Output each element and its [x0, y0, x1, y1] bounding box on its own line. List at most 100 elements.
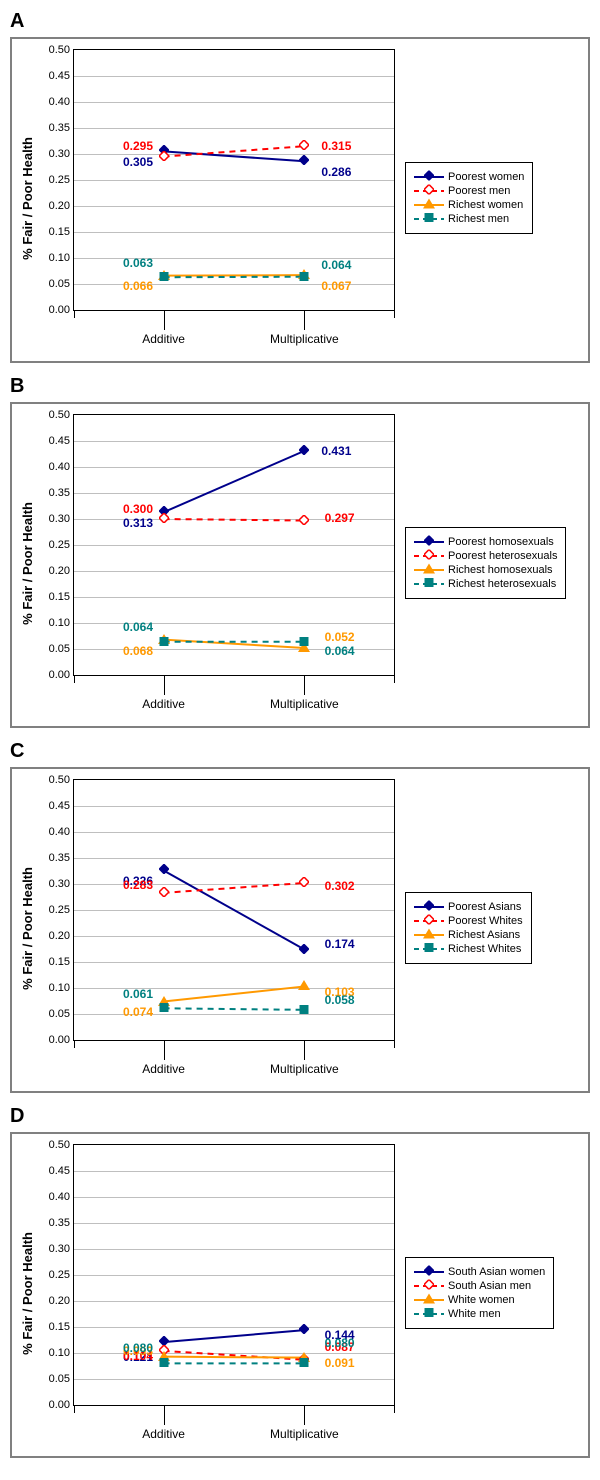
- value-label: 0.315: [321, 139, 351, 153]
- series-line: [164, 451, 305, 512]
- y-tick-label: 0.10: [49, 1347, 74, 1359]
- legend-label: Richest Asians: [448, 929, 520, 941]
- legend-item: Richest women: [414, 199, 524, 211]
- value-label: 0.068: [123, 644, 153, 658]
- legend-item: Poorest women: [414, 171, 524, 183]
- x-tick-label: Multiplicative: [270, 310, 339, 346]
- legend-item: Richest Asians: [414, 929, 523, 941]
- chart-area: 0.000.050.100.150.200.250.300.350.400.45…: [73, 779, 395, 1041]
- legend-item: South Asian women: [414, 1266, 545, 1278]
- y-tick-label: 0.00: [49, 669, 74, 681]
- legend-item: Richest Whites: [414, 943, 523, 955]
- legend-label: South Asian women: [448, 1266, 545, 1278]
- panel-frame: % Fair / Poor Health 0.000.050.100.150.20…: [10, 402, 590, 728]
- y-tick-label: 0.20: [49, 1295, 74, 1307]
- legend-item: Richest heterosexuals: [414, 578, 557, 590]
- panel-A: A % Fair / Poor Health0.000.050.100.150.2…: [10, 10, 590, 363]
- value-label: 0.313: [123, 516, 153, 530]
- x-tick-label: Additive: [142, 1405, 185, 1441]
- series-line: [164, 1357, 305, 1358]
- value-label: 0.064: [325, 644, 355, 658]
- y-tick-label: 0.35: [49, 1217, 74, 1229]
- legend: Poorest homosexuals Poorest heterosexual…: [405, 527, 566, 599]
- series-line: [164, 870, 305, 949]
- legend-item: Richest men: [414, 213, 524, 225]
- y-tick-label: 0.35: [49, 487, 74, 499]
- x-tick-label: Additive: [142, 1040, 185, 1076]
- legend-item: Poorest men: [414, 185, 524, 197]
- panel-label: D: [10, 1105, 590, 1128]
- x-tick-minor: [394, 310, 395, 318]
- legend-label: Richest homosexuals: [448, 564, 553, 576]
- x-tick-label: Multiplicative: [270, 675, 339, 711]
- y-tick-label: 0.10: [49, 982, 74, 994]
- panel-label: A: [10, 10, 590, 33]
- panel-frame: % Fair / Poor Health0.000.050.100.150.20…: [10, 37, 590, 363]
- value-label: 0.431: [321, 444, 351, 458]
- y-tick-label: 0.45: [49, 1165, 74, 1177]
- legend: South Asian women South Asian men White …: [405, 1257, 554, 1329]
- y-axis-title: % Fair / Poor Health: [20, 502, 35, 625]
- y-tick-label: 0.00: [49, 1399, 74, 1411]
- x-tick-label: Additive: [142, 310, 185, 346]
- value-label: 0.080: [123, 1341, 153, 1355]
- legend-label: South Asian men: [448, 1280, 531, 1292]
- y-tick-label: 0.25: [49, 904, 74, 916]
- legend: Poorest women Poorest men Richest women …: [405, 162, 533, 234]
- panel-B: B% Fair / Poor Health0.000.050.100.150.2…: [10, 375, 590, 728]
- value-label: 0.305: [123, 155, 153, 169]
- y-tick-label: 0.45: [49, 435, 74, 447]
- y-tick-label: 0.25: [49, 539, 74, 551]
- y-tick-label: 0.30: [49, 513, 74, 525]
- y-tick-label: 0.45: [49, 70, 74, 82]
- panel-D: D % Fair / Poor Health0.000.050.100.150.2…: [10, 1105, 590, 1458]
- value-label: 0.066: [123, 279, 153, 293]
- y-tick-label: 0.05: [49, 1008, 74, 1020]
- y-tick-label: 0.50: [49, 44, 74, 56]
- y-tick-label: 0.40: [49, 826, 74, 838]
- legend-label: White men: [448, 1308, 501, 1320]
- chart-area: 0.000.050.100.150.200.250.300.350.400.45…: [73, 414, 395, 676]
- y-tick-label: 0.40: [49, 96, 74, 108]
- y-tick-label: 0.15: [49, 956, 74, 968]
- value-label: 0.174: [325, 937, 355, 951]
- y-tick-label: 0.10: [49, 252, 74, 264]
- value-label: 0.295: [123, 139, 153, 153]
- legend-label: Richest women: [448, 199, 523, 211]
- value-label: 0.061: [123, 987, 153, 1001]
- legend-item: Poorest heterosexuals: [414, 550, 557, 562]
- x-tick-minor: [394, 675, 395, 683]
- legend-label: Poorest homosexuals: [448, 536, 554, 548]
- legend-item: White women: [414, 1294, 545, 1306]
- x-tick-minor: [74, 675, 75, 683]
- panel-frame: % Fair / Poor Health0.000.050.100.150.20…: [10, 1132, 590, 1458]
- y-tick-label: 0.20: [49, 930, 74, 942]
- chart-area: 0.000.050.100.150.200.250.300.350.400.45…: [73, 49, 395, 311]
- y-tick-label: 0.50: [49, 1139, 74, 1151]
- y-tick-label: 0.10: [49, 617, 74, 629]
- y-tick-label: 0.05: [49, 643, 74, 655]
- legend-item: Poorest Whites: [414, 915, 523, 927]
- chart-area: 0.000.050.100.150.200.250.300.350.400.45…: [73, 1144, 395, 1406]
- x-tick-minor: [74, 310, 75, 318]
- series-line: [164, 1330, 305, 1342]
- series-line: [164, 146, 305, 156]
- value-label: 0.286: [321, 165, 351, 179]
- y-tick-label: 0.45: [49, 800, 74, 812]
- legend-item: South Asian men: [414, 1280, 545, 1292]
- x-tick-label: Multiplicative: [270, 1040, 339, 1076]
- value-label: 0.074: [123, 1005, 153, 1019]
- y-tick-label: 0.50: [49, 409, 74, 421]
- value-label: 0.283: [123, 878, 153, 892]
- y-tick-label: 0.25: [49, 174, 74, 186]
- y-tick-label: 0.25: [49, 1269, 74, 1281]
- series-line: [164, 275, 305, 276]
- y-tick-label: 0.15: [49, 591, 74, 603]
- y-tick-label: 0.35: [49, 122, 74, 134]
- value-label: 0.064: [321, 258, 351, 272]
- legend-item: Poorest homosexuals: [414, 536, 557, 548]
- y-tick-label: 0.30: [49, 148, 74, 160]
- y-tick-label: 0.35: [49, 852, 74, 864]
- legend-label: Poorest Asians: [448, 901, 521, 913]
- value-label: 0.080: [325, 1336, 355, 1350]
